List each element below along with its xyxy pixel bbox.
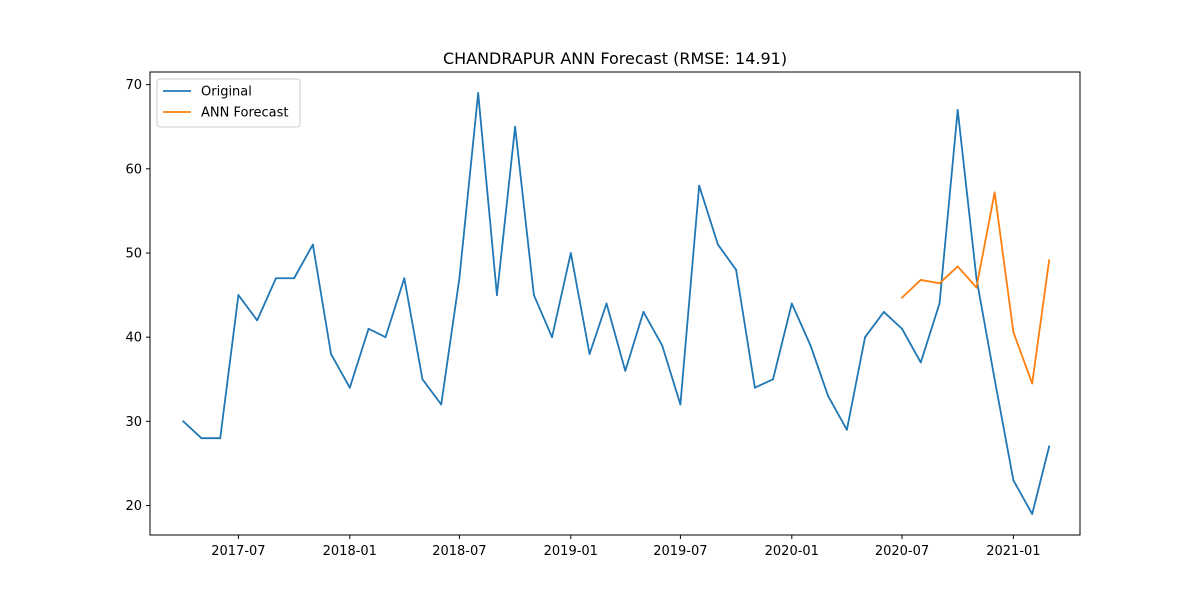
data-point-ann-forecast	[919, 279, 922, 281]
data-point-original	[717, 243, 719, 246]
data-point-original	[311, 243, 314, 246]
legend-box	[156, 78, 301, 128]
data-point-original	[901, 327, 903, 330]
data-point-original	[661, 344, 664, 347]
data-point-original	[624, 369, 627, 372]
data-point-original	[605, 302, 608, 305]
data-point-original	[458, 277, 461, 280]
legend-label-original: Original	[201, 85, 252, 100]
data-point-ann-forecast	[956, 265, 959, 268]
x-tick-label: 2018-07	[432, 544, 486, 559]
data-point-original	[256, 319, 259, 322]
data-point-ann-forecast	[975, 286, 978, 289]
data-point-original	[532, 294, 535, 296]
x-tick-label: 2019-01	[544, 544, 598, 559]
data-point-original	[514, 125, 516, 128]
data-point-original	[477, 92, 480, 94]
data-point-original	[551, 336, 553, 339]
data-point-ann-forecast	[1031, 382, 1034, 385]
data-point-original	[956, 108, 959, 111]
data-point-ann-forecast	[901, 296, 903, 299]
y-tick-label: 50	[125, 246, 142, 261]
data-point-original	[293, 277, 296, 280]
data-point-original	[330, 353, 332, 355]
x-tick-label: 2017-07	[211, 544, 265, 559]
x-tick-label: 2020-01	[765, 544, 819, 559]
y-tick-label: 60	[125, 162, 142, 177]
data-point-original	[698, 184, 701, 187]
data-point-original	[182, 420, 185, 423]
y-tick-label: 30	[125, 415, 142, 430]
data-point-original	[237, 294, 240, 296]
x-tick-label: 2018-01	[323, 544, 377, 559]
data-point-original	[440, 403, 443, 406]
data-point-original	[882, 311, 885, 313]
series-line-original	[182, 92, 1051, 515]
plot-frame	[149, 71, 1081, 536]
y-tick-label: 40	[125, 331, 142, 346]
x-tick-label: 2019-07	[653, 544, 707, 559]
data-point-original	[827, 395, 830, 397]
data-point-original	[367, 327, 370, 330]
data-point-original	[496, 294, 498, 296]
data-point-original	[219, 437, 222, 440]
data-point-original	[421, 378, 424, 381]
data-point-original	[772, 378, 774, 381]
data-point-original	[275, 277, 277, 280]
legend: Original ANN Forecast	[156, 78, 301, 128]
data-point-original	[845, 428, 848, 431]
data-point-original	[569, 252, 572, 254]
data-point-original	[753, 386, 756, 389]
y-tick-label: 70	[125, 78, 142, 93]
x-tick-label: 2021-01	[986, 544, 1040, 559]
data-point-original	[919, 361, 922, 364]
data-point-original	[938, 302, 941, 305]
data-point-original	[1012, 479, 1015, 482]
data-point-ann-forecast	[1048, 259, 1051, 262]
y-tick-label: 20	[125, 499, 142, 514]
data-point-original	[403, 277, 406, 280]
data-point-original	[975, 277, 978, 280]
data-point-ann-forecast	[1012, 331, 1015, 334]
data-point-ann-forecast	[938, 282, 941, 285]
data-point-original	[993, 378, 996, 381]
data-point-original	[790, 302, 793, 305]
data-point-original	[642, 311, 645, 313]
data-point-original	[809, 344, 812, 347]
data-point-ann-forecast	[993, 191, 996, 194]
data-point-original	[864, 336, 866, 339]
data-point-original	[735, 268, 737, 271]
chart-title: CHANDRAPUR ANN Forecast (RMSE: 14.91)	[443, 49, 787, 68]
data-point-original	[200, 437, 203, 440]
data-point-original	[588, 353, 591, 355]
legend-label-ann-forecast: ANN Forecast	[201, 106, 288, 121]
data-point-original	[1048, 445, 1051, 448]
x-tick-label: 2020-07	[875, 544, 929, 559]
data-point-original	[1031, 513, 1034, 515]
data-point-original	[384, 336, 387, 339]
data-point-original	[679, 403, 682, 406]
data-point-original	[348, 386, 351, 389]
